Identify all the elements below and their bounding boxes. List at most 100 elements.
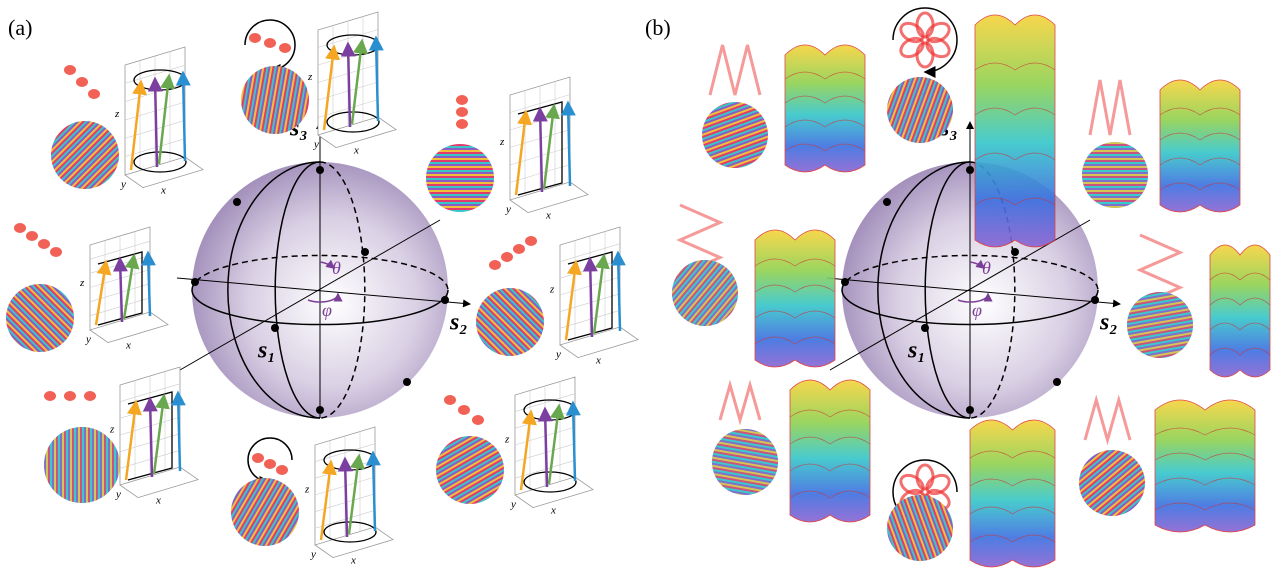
- phase-map: [436, 436, 504, 504]
- intensity-spot: [264, 38, 276, 48]
- intensity-spot: [64, 65, 76, 75]
- point: [271, 324, 279, 332]
- point: [966, 406, 974, 414]
- trajectory: [710, 45, 760, 95]
- point: [441, 296, 449, 304]
- panel-label: (b): [645, 15, 671, 40]
- surface: [1155, 400, 1255, 532]
- label-s2: s₂: [1099, 310, 1118, 336]
- axis-label-z: z: [304, 484, 310, 496]
- intensity-spot: [456, 107, 468, 117]
- intensity-spot: [252, 453, 264, 463]
- surface: [790, 380, 870, 522]
- axis-label-z: z: [109, 424, 115, 436]
- axis-label-z: z: [504, 434, 510, 446]
- trajectory: [720, 385, 760, 420]
- intensity-spot: [264, 459, 276, 469]
- flower-petal: [917, 13, 933, 37]
- flower-petal: [917, 465, 933, 489]
- axis-label-y: y: [505, 204, 511, 216]
- label-theta: θ: [982, 258, 991, 278]
- phase-map: [887, 495, 953, 561]
- axis-label-y: y: [310, 549, 316, 561]
- surface: [1160, 80, 1240, 212]
- intensity-spot: [456, 95, 468, 105]
- label-s1: s₁: [257, 338, 276, 364]
- intensity-spot: [38, 239, 50, 249]
- axis-label-x: x: [155, 495, 161, 507]
- axis-label-y: y: [313, 139, 319, 151]
- axis-label-y: y: [85, 334, 91, 346]
- phase-map: [241, 66, 309, 134]
- intensity-spot: [501, 252, 513, 262]
- figure: (a) (b) s₃s₂s₁θφzyxzyxzyxzyxzyxzyxzyxzyx…: [0, 0, 1285, 571]
- intensity-spot: [456, 119, 468, 129]
- phase-map: [887, 77, 953, 143]
- point: [1053, 378, 1061, 386]
- phase-map: [476, 288, 544, 356]
- axis-label-y: y: [115, 489, 121, 501]
- phase-map: [672, 260, 738, 326]
- phase-map: [702, 102, 768, 168]
- axis-label-x: x: [125, 340, 131, 352]
- intensity-spot: [88, 89, 100, 99]
- point: [841, 278, 849, 286]
- axis-label-x: x: [550, 505, 556, 517]
- label-phi: φ: [322, 300, 332, 320]
- intensity-spot: [50, 247, 62, 257]
- flower-petal: [917, 43, 933, 67]
- phase-map: [1079, 450, 1145, 516]
- point: [966, 166, 974, 174]
- axis-label-z: z: [79, 277, 85, 289]
- axis-label-z: z: [114, 108, 120, 120]
- intensity-spot: [249, 33, 261, 43]
- point: [883, 198, 891, 206]
- phase-map: [1082, 142, 1148, 208]
- point: [921, 324, 929, 332]
- trajectory: [1085, 400, 1130, 440]
- surface: [1210, 245, 1270, 377]
- label-theta: θ: [332, 258, 341, 278]
- phase-map: [6, 284, 74, 352]
- intensity-spot: [444, 395, 456, 405]
- axis-label-z: z: [499, 136, 505, 148]
- intensity-spot: [279, 43, 291, 53]
- rotation-arrow: [893, 8, 957, 72]
- intensity-spot: [458, 405, 470, 415]
- intensity-spot: [525, 236, 537, 246]
- label-s2: s₂: [449, 310, 468, 336]
- trajectory: [1090, 80, 1130, 135]
- point: [361, 248, 369, 256]
- point: [1011, 248, 1019, 256]
- axis-label-y: y: [555, 349, 561, 361]
- axis-label-z: z: [549, 284, 555, 296]
- axis-label-y: y: [120, 179, 126, 191]
- intensity-spot: [472, 415, 484, 425]
- surface: [785, 45, 865, 172]
- point: [1091, 296, 1099, 304]
- intensity-spot: [64, 391, 76, 401]
- phase-map: [712, 429, 778, 495]
- axis-label-y: y: [510, 499, 516, 511]
- panel-label: (a): [8, 15, 32, 40]
- surface: [755, 230, 835, 367]
- axis-label-x: x: [545, 210, 551, 222]
- axis-label-x: x: [160, 185, 166, 197]
- intensity-spot: [84, 391, 96, 401]
- intensity-spot: [14, 223, 26, 233]
- label-s1: s₁: [907, 338, 926, 364]
- phase-map: [44, 427, 120, 503]
- surface: [975, 15, 1055, 247]
- point: [403, 378, 411, 386]
- intensity-spot: [513, 244, 525, 254]
- point: [316, 406, 324, 414]
- intensity-spot: [76, 77, 88, 87]
- phase-map: [1127, 292, 1193, 358]
- axis-label-x: x: [595, 355, 601, 367]
- intensity-spot: [26, 231, 38, 241]
- intensity-spot: [489, 260, 501, 270]
- point: [191, 278, 199, 286]
- phase-map: [231, 478, 299, 546]
- point: [233, 198, 241, 206]
- axis-label-z: z: [307, 71, 313, 83]
